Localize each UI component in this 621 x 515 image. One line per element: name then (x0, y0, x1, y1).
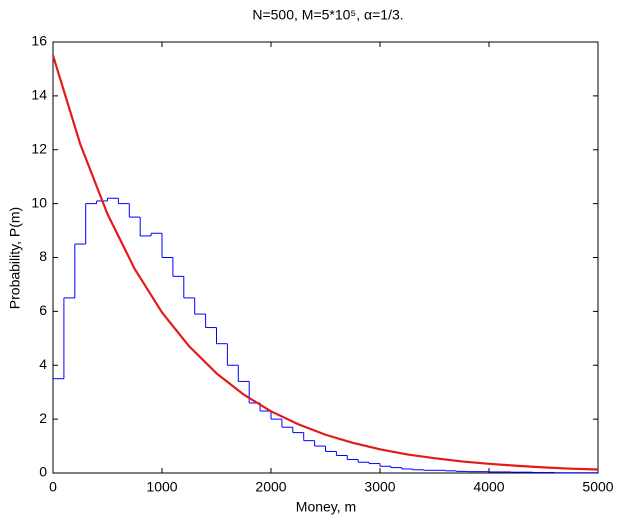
y-tick-label: 6 (39, 302, 47, 318)
chart-title: N=500, M=5*10⁵, α=1/3. (252, 7, 403, 23)
y-axis-label: Probability, P(m) (7, 207, 23, 309)
x-axis-label: Money, m (296, 499, 356, 515)
curve (51, 55, 599, 471)
plot-frame (52, 41, 599, 474)
y-tick-label: 0 (39, 464, 47, 480)
x-tick-label: 5000 (582, 479, 613, 495)
x-tick-label: 2000 (255, 479, 286, 495)
x-tick-label: 0 (49, 479, 57, 495)
y-tick-label: 12 (31, 140, 47, 156)
y-tick-label: 2 (39, 410, 47, 426)
x-tick-label: 1000 (146, 479, 177, 495)
x-tick-label: 4000 (473, 479, 504, 495)
y-tick-label: 4 (39, 356, 47, 372)
x-tick-label: 3000 (364, 479, 395, 495)
y-tick-label: 16 (31, 33, 47, 49)
y-tick-label: 8 (39, 248, 47, 264)
y-tick-label: 10 (31, 194, 47, 210)
y-tick-label: 14 (31, 87, 47, 103)
